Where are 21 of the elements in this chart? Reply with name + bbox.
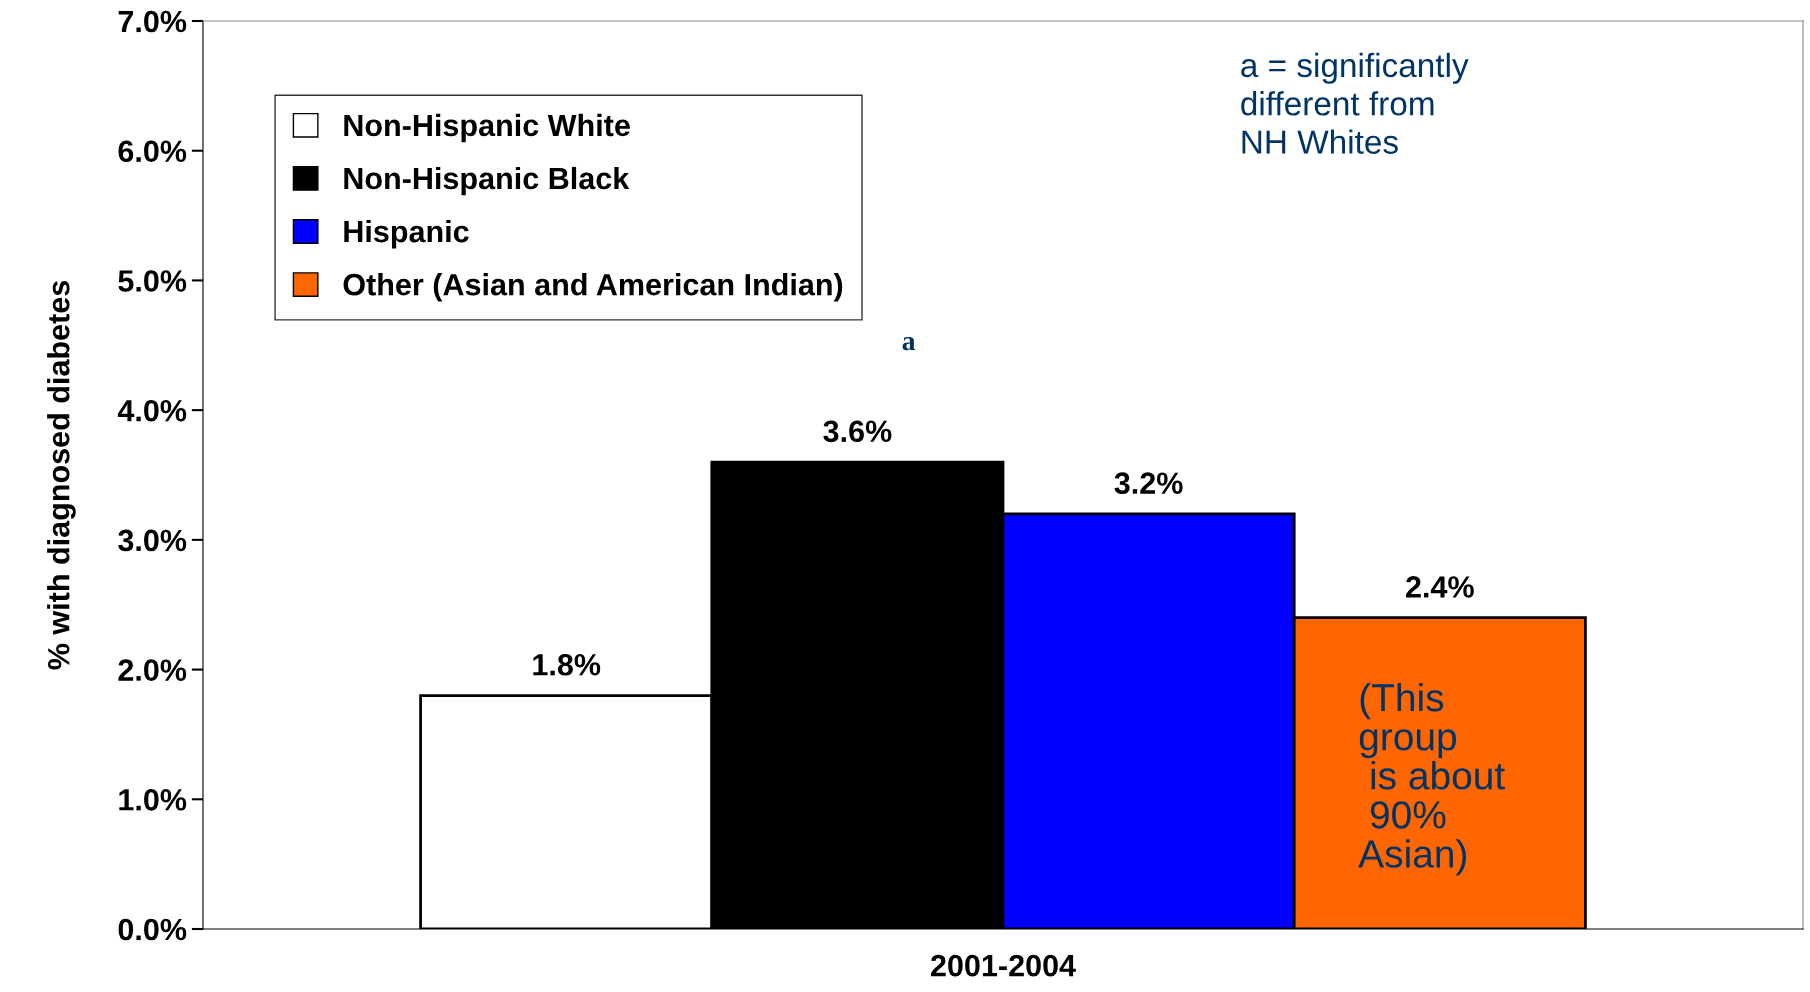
annotation: (This group is about 90% Asian) [1358, 682, 1505, 876]
y-tick-label: 7.0% [118, 10, 187, 33]
y-tick-label: 1.0% [119, 789, 187, 811]
y-tick-label: 4.0% [117, 399, 187, 422]
data-label: 3.6% [823, 420, 892, 443]
y-axis-title: % with diagnosed diabetes [47, 280, 76, 670]
annotation: a [902, 336, 916, 351]
legend-label: Non-Hispanic Black [344, 166, 630, 196]
data-label: 1.8% [533, 653, 601, 676]
data-label: 3.2% [1114, 472, 1183, 495]
legend-label: Other (Asian and American Indian) [343, 273, 843, 302]
annotation: a = significantly different from NH Whites [1241, 52, 1469, 154]
y-tick-label: 2.0% [118, 659, 187, 681]
legend-label: Hispanic [344, 219, 469, 249]
legend-label: Non-Hispanic White [344, 113, 630, 143]
y-tick-label: 3.0% [118, 529, 187, 552]
y-tick-label: 6.0% [118, 140, 187, 163]
y-tick-label: 5.0% [118, 270, 187, 292]
y-tick-label: 0.0% [118, 918, 187, 941]
x-tick-label: 2001-2004 [931, 954, 1076, 977]
data-label: 2.4% [1406, 576, 1474, 598]
